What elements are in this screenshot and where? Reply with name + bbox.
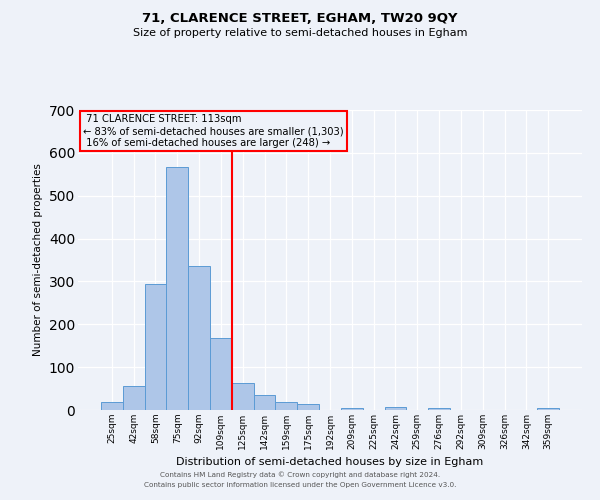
Text: Contains HM Land Registry data © Crown copyright and database right 2024.: Contains HM Land Registry data © Crown c… (160, 471, 440, 478)
Y-axis label: Number of semi-detached properties: Number of semi-detached properties (33, 164, 43, 356)
Text: 71 CLARENCE STREET: 113sqm
← 83% of semi-detached houses are smaller (1,303)
 16: 71 CLARENCE STREET: 113sqm ← 83% of semi… (83, 114, 344, 148)
Bar (385, 408, 406, 410)
Bar (188, 266, 210, 410)
Bar (166, 166, 188, 410)
Text: Contains public sector information licensed under the Open Government Licence v3: Contains public sector information licen… (144, 482, 456, 488)
Text: Size of property relative to semi-detached houses in Egham: Size of property relative to semi-detach… (133, 28, 467, 38)
Bar (232, 384, 254, 410)
Bar (123, 386, 145, 410)
Bar (341, 408, 363, 410)
Bar (297, 404, 319, 410)
Bar (254, 395, 275, 410)
Bar (210, 338, 232, 410)
Bar (145, 284, 166, 410)
Bar (101, 402, 123, 410)
Bar (428, 408, 450, 410)
Text: 71, CLARENCE STREET, EGHAM, TW20 9QY: 71, CLARENCE STREET, EGHAM, TW20 9QY (142, 12, 458, 26)
X-axis label: Distribution of semi-detached houses by size in Egham: Distribution of semi-detached houses by … (176, 458, 484, 468)
Bar (275, 402, 297, 410)
Bar (537, 408, 559, 410)
